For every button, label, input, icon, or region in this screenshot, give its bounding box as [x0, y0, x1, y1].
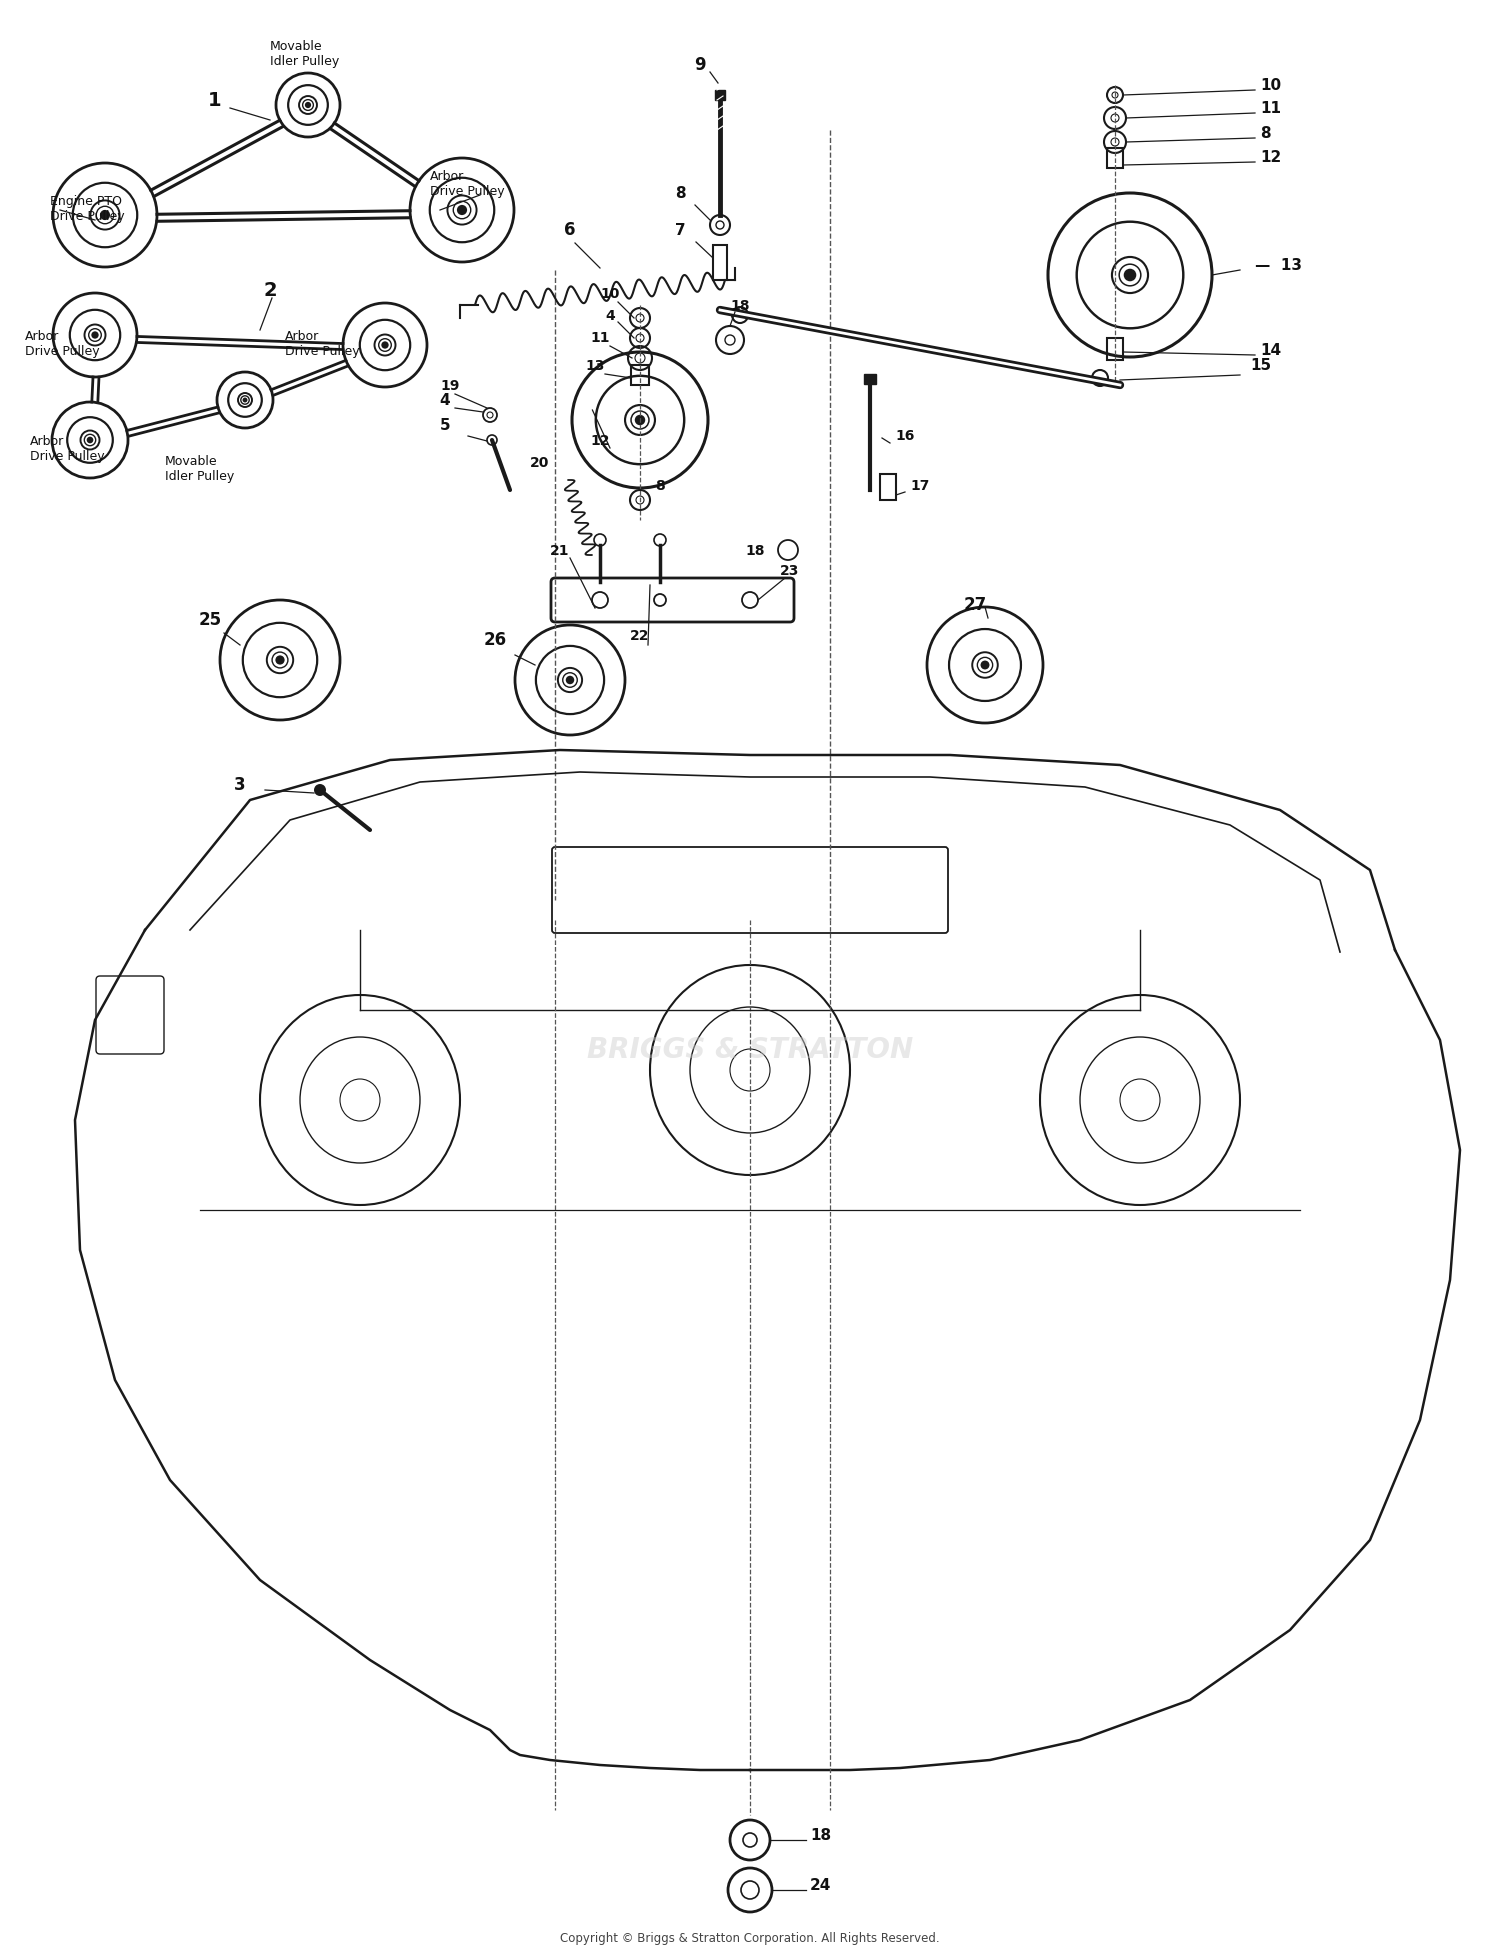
Text: 5: 5 — [440, 419, 450, 432]
Text: 10: 10 — [600, 288, 619, 301]
Text: Movable
Idler Pulley: Movable Idler Pulley — [165, 454, 234, 483]
Text: Arbor
Drive Pulley: Arbor Drive Pulley — [430, 170, 504, 198]
Text: 8: 8 — [1260, 125, 1270, 141]
Text: 15: 15 — [1250, 358, 1270, 374]
Text: 3: 3 — [234, 777, 246, 795]
Text: 12: 12 — [1260, 151, 1281, 164]
Text: 11: 11 — [1260, 102, 1281, 115]
Text: Copyright © Briggs & Stratton Corporation. All Rights Reserved.: Copyright © Briggs & Stratton Corporatio… — [560, 1932, 940, 1945]
Bar — [1107, 339, 1124, 360]
Text: 27: 27 — [963, 597, 987, 614]
Text: 1: 1 — [209, 90, 222, 110]
Circle shape — [981, 661, 990, 669]
Text: 4: 4 — [440, 393, 450, 407]
Text: 20: 20 — [531, 456, 549, 470]
Text: 18: 18 — [730, 299, 750, 313]
Text: 10: 10 — [1260, 78, 1281, 94]
Text: Arbor
Drive Pulley: Arbor Drive Pulley — [285, 331, 360, 358]
Text: 23: 23 — [780, 564, 800, 577]
Circle shape — [100, 209, 109, 219]
Text: 11: 11 — [590, 331, 609, 344]
Text: 9: 9 — [694, 57, 706, 74]
Text: 25: 25 — [198, 611, 222, 628]
Bar — [632, 366, 650, 386]
Bar — [712, 245, 728, 280]
Text: 16: 16 — [896, 429, 915, 442]
Text: Engine PTO
Drive Pulley: Engine PTO Drive Pulley — [50, 196, 124, 223]
Text: 19: 19 — [441, 380, 459, 393]
Text: —  13: — 13 — [1256, 258, 1302, 272]
Text: Arbor
Drive Pulley: Arbor Drive Pulley — [26, 331, 99, 358]
Text: BRIGGS & STRATTON: BRIGGS & STRATTON — [586, 1035, 914, 1065]
Bar — [716, 90, 724, 100]
Text: 8: 8 — [675, 186, 686, 202]
Text: 22: 22 — [630, 628, 650, 644]
Text: 8: 8 — [656, 479, 664, 493]
Text: Movable
Idler Pulley: Movable Idler Pulley — [270, 39, 339, 68]
Text: 21: 21 — [550, 544, 570, 558]
Text: 24: 24 — [810, 1879, 831, 1892]
Text: 4: 4 — [604, 309, 615, 323]
Bar — [880, 474, 896, 499]
Text: 6: 6 — [564, 221, 576, 239]
Text: 12: 12 — [590, 434, 609, 448]
Circle shape — [87, 436, 93, 444]
Text: 26: 26 — [483, 630, 507, 650]
Text: 14: 14 — [1260, 342, 1281, 358]
Text: Arbor
Drive Pulley: Arbor Drive Pulley — [30, 434, 105, 464]
Circle shape — [314, 785, 326, 796]
Circle shape — [458, 205, 466, 215]
Circle shape — [92, 331, 99, 339]
Circle shape — [566, 675, 574, 685]
Text: 18: 18 — [746, 544, 765, 558]
Text: 18: 18 — [810, 1828, 831, 1843]
Circle shape — [243, 397, 248, 403]
Text: 17: 17 — [910, 479, 930, 493]
Circle shape — [634, 415, 645, 425]
Circle shape — [304, 102, 310, 108]
Bar — [1107, 149, 1124, 168]
Text: 7: 7 — [675, 223, 686, 239]
Bar — [864, 374, 876, 384]
Circle shape — [276, 656, 285, 665]
Circle shape — [381, 341, 388, 348]
Circle shape — [1124, 268, 1137, 282]
Text: 2: 2 — [262, 280, 278, 299]
Text: 13: 13 — [585, 358, 604, 374]
